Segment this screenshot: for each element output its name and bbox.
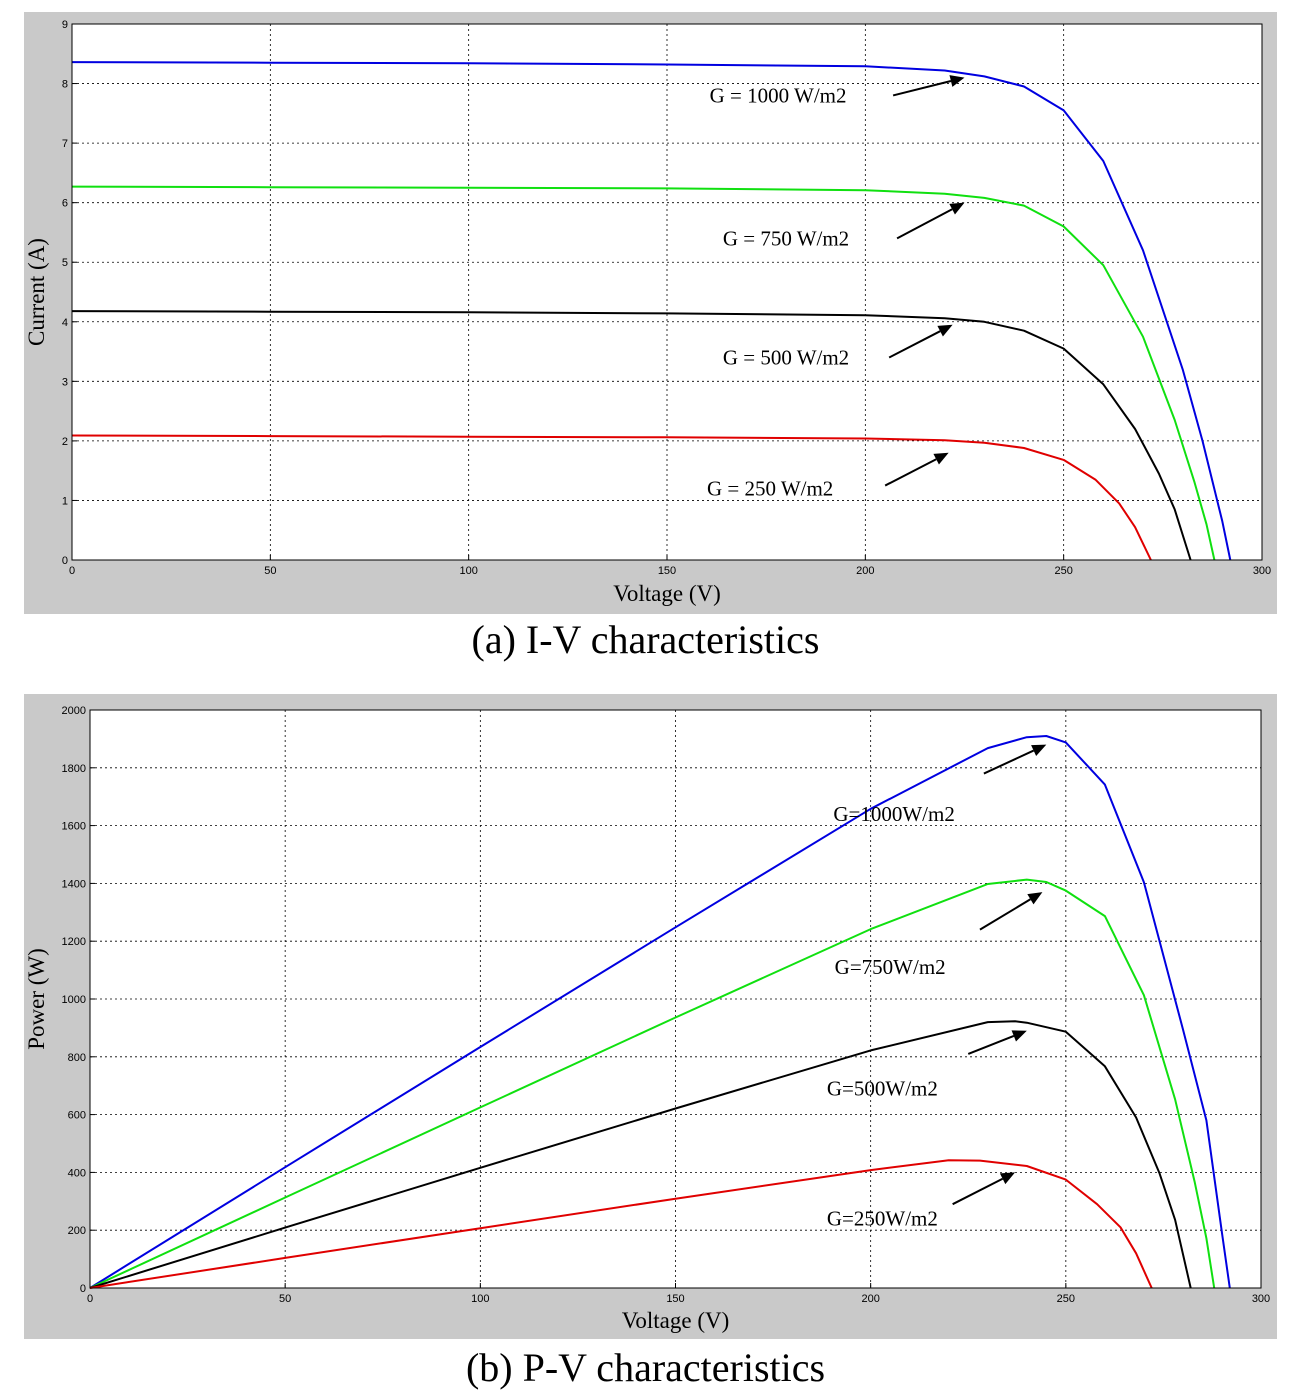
x-tick-label: 250 [1054, 565, 1072, 577]
annotation-label: G=750W/m2 [835, 955, 946, 979]
series-line-2 [89, 1020, 1192, 1289]
annotation-arrowhead [1027, 892, 1043, 905]
series-line-0 [89, 735, 1231, 1289]
x-tick-label: 150 [658, 565, 676, 577]
y-tick-label: 1000 [62, 994, 86, 1006]
annotation-arrowhead [999, 1172, 1016, 1185]
x-tick-label: 100 [471, 1293, 489, 1305]
x-axis-label: Voltage (V) [622, 1308, 730, 1333]
annotation-arrowhead [1031, 744, 1047, 757]
y-tick-label: 1200 [62, 936, 86, 948]
x-tick-label: 0 [69, 565, 75, 577]
y-tick-label: 8 [62, 79, 68, 91]
annotation-arrow-shaft [952, 1177, 1004, 1206]
x-axis-label: Voltage (V) [613, 581, 721, 606]
y-tick-label: 1600 [62, 821, 86, 833]
x-tick-label: 300 [1253, 565, 1271, 577]
x-tick-label: 50 [279, 1293, 291, 1305]
series-line-3 [71, 434, 1152, 561]
x-tick-label: 300 [1252, 1293, 1270, 1305]
y-tick-label: 3 [62, 376, 68, 388]
annotation-arrow-shaft [967, 1035, 1015, 1055]
pv-chart: 0 50 100 150 200 250 300 0 200 400 600 800 1000 1200 1… [24, 705, 1270, 1333]
y-tick-label: 7 [62, 138, 68, 150]
x-tick-label: 150 [666, 1293, 684, 1305]
pv-chart-caption: (b) P-V characteristics [465, 1345, 826, 1390]
y-tick-label: 800 [68, 1052, 86, 1064]
y-axis-label: Current (A) [24, 238, 49, 346]
pv-chart-panel: 0 50 100 150 200 250 300 0 200 400 600 800 1000 1200 1… [24, 694, 1277, 1339]
iv-chart: 0 50 100 150 200 250 300 0 1 2 3 4 5 6 7 8 9 Voltage (V) C… [24, 19, 1271, 606]
y-tick-label: 400 [68, 1167, 86, 1179]
iv-chart-caption: (a) I-V characteristics [471, 617, 820, 662]
y-tick-label: 0 [62, 555, 68, 567]
series-line-2 [71, 310, 1192, 561]
y-tick-label: 9 [62, 19, 68, 31]
annotation-arrow-shaft [979, 898, 1031, 931]
annotation-arrowhead [937, 324, 953, 337]
annotation-arrow-shaft [896, 208, 953, 240]
x-tick-label: 50 [264, 565, 276, 577]
series-line-1 [71, 185, 1216, 561]
annotation-arrow-shaft [884, 458, 937, 487]
annotation-arrowhead [1011, 1030, 1027, 1042]
y-tick-label: 1 [62, 495, 68, 507]
iv-chart-panel: 0 50 100 150 200 250 300 0 1 2 3 4 5 6 7 8 9 Voltage (V) C… [24, 12, 1277, 614]
y-tick-label: 2 [62, 436, 68, 448]
annotation-arrow-shaft [892, 80, 952, 97]
annotation-arrowhead [933, 452, 949, 465]
y-tick-label: 4 [62, 317, 68, 329]
x-tick-label: 200 [861, 1293, 879, 1305]
annotation-label: G = 500 W/m2 [723, 346, 849, 370]
y-tick-label: 2000 [62, 705, 86, 717]
x-tick-label: 0 [87, 1293, 93, 1305]
y-tick-label: 0 [80, 1283, 86, 1295]
annotation-arrow-shaft [888, 330, 941, 359]
x-tick-label: 200 [856, 565, 874, 577]
annotation-arrow-shaft [983, 749, 1035, 775]
series-line-3 [89, 1159, 1153, 1289]
y-tick-label: 5 [62, 257, 68, 269]
y-axis-label: Power (W) [24, 948, 49, 1050]
y-tick-label: 600 [68, 1110, 86, 1122]
annotation-label: G=500W/m2 [827, 1077, 938, 1101]
series-line-0 [71, 61, 1232, 561]
annotation-label: G=250W/m2 [827, 1207, 938, 1231]
annotation-label: G = 750 W/m2 [723, 226, 849, 250]
y-tick-label: 6 [62, 198, 68, 210]
annotation-label: G = 1000 W/m2 [710, 83, 847, 107]
y-tick-label: 1400 [62, 878, 86, 890]
annotation-arrowhead [949, 75, 965, 87]
series-line-1 [89, 878, 1216, 1289]
y-tick-label: 1800 [62, 763, 86, 775]
y-tick-label: 200 [68, 1225, 86, 1237]
annotation-label: G=1000W/m2 [833, 802, 955, 826]
x-tick-label: 100 [459, 565, 477, 577]
annotation-label: G = 250 W/m2 [707, 477, 833, 501]
annotation-arrowhead [949, 202, 965, 215]
x-tick-label: 250 [1057, 1293, 1075, 1305]
